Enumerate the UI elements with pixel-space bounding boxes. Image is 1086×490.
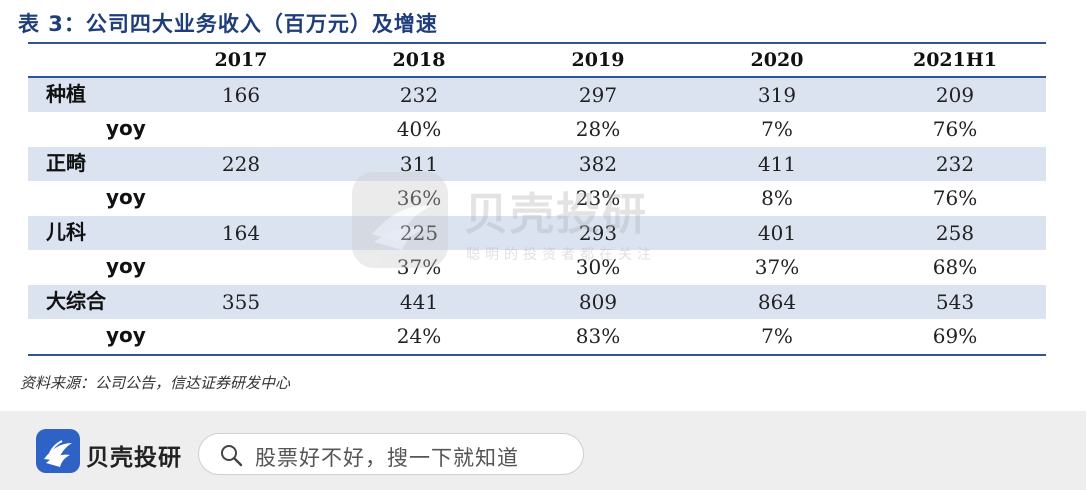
table-cell: 24% — [396, 324, 442, 348]
column-header: 2018 — [392, 49, 446, 71]
table-cell: 864 — [757, 290, 797, 314]
table-cell: 355 — [221, 290, 261, 314]
column-header: 2020 — [750, 49, 804, 71]
table-cell: 7% — [761, 324, 793, 348]
table-cell — [181, 181, 301, 215]
row-label: yoy — [106, 185, 146, 209]
table-cell: 228 — [221, 152, 261, 176]
source-note: 资料来源：公司公告，信达证券研发中心 — [20, 374, 291, 392]
table-row: yoy 24% 83% 7% 69% — [28, 319, 1046, 353]
search-icon — [221, 445, 243, 467]
table-cell: 232 — [935, 152, 975, 176]
table-row: yoy 40% 28% 7% 76% — [28, 112, 1046, 146]
row-label: yoy — [106, 116, 146, 140]
brand-logo-icon[interactable] — [36, 429, 80, 473]
table-row: 正畸 228 311 382 411 232 — [28, 147, 1046, 181]
table-cell: 543 — [935, 290, 975, 314]
table-cell: 69% — [932, 324, 978, 348]
table-cell: 258 — [935, 221, 975, 245]
table-cell: 23% — [575, 186, 621, 210]
table-cell: 232 — [399, 83, 439, 107]
table-cell — [181, 319, 301, 353]
table-cell: 8% — [761, 186, 793, 210]
row-label: yoy — [106, 254, 146, 278]
table-cell: 68% — [932, 255, 978, 279]
table-cell: 319 — [757, 83, 797, 107]
table-cell: 382 — [578, 152, 618, 176]
row-label: yoy — [106, 323, 146, 347]
table-cell: 209 — [935, 83, 975, 107]
row-label: 种植 — [46, 82, 86, 106]
table-cell: 166 — [221, 83, 261, 107]
row-label: 正畸 — [46, 151, 86, 175]
table-cell: 40% — [396, 117, 442, 141]
search-input[interactable]: 股票好不好，搜一下就知道 — [198, 433, 584, 475]
row-label: 大综合 — [46, 289, 106, 313]
footer-brand[interactable]: 贝壳投研 — [86, 445, 182, 471]
table-row: yoy 36% 23% 8% 76% — [28, 181, 1046, 215]
table-cell: 441 — [399, 290, 439, 314]
table-header-rule — [28, 76, 1046, 78]
table-cell: 809 — [578, 290, 618, 314]
table-cell: 297 — [578, 83, 618, 107]
table-cell: 76% — [932, 117, 978, 141]
table-row: 大综合 355 441 809 864 543 — [28, 285, 1046, 319]
table-cell: 401 — [757, 221, 797, 245]
table-bottom-rule — [28, 354, 1046, 356]
column-header: 2019 — [571, 49, 625, 71]
search-placeholder: 股票好不好，搜一下就知道 — [255, 446, 519, 470]
table-cell: 225 — [399, 221, 439, 245]
table-cell: 7% — [761, 117, 793, 141]
table-cell: 164 — [221, 221, 261, 245]
column-header: 2017 — [214, 49, 268, 71]
table-cell: 37% — [396, 255, 442, 279]
table-cell: 83% — [575, 324, 621, 348]
table-top-rule — [28, 42, 1046, 44]
table-cell: 76% — [932, 186, 978, 210]
row-label: 儿科 — [46, 220, 86, 244]
table-cell: 30% — [575, 255, 621, 279]
table-cell: 293 — [578, 221, 618, 245]
table-cell: 37% — [754, 255, 800, 279]
table-cell: 36% — [396, 186, 442, 210]
column-header: 2021H1 — [912, 49, 998, 71]
table-title: 表 3：公司四大业务收入（百万元）及增速 — [18, 12, 438, 36]
table-cell: 28% — [575, 117, 621, 141]
table-cell — [181, 250, 301, 284]
table-row: 种植 166 232 297 319 209 — [28, 78, 1046, 112]
table-row: yoy 37% 30% 37% 68% — [28, 250, 1046, 284]
table-row: 儿科 164 225 293 401 258 — [28, 216, 1046, 250]
table-cell — [181, 112, 301, 146]
table-cell: 411 — [757, 152, 797, 176]
table-cell: 311 — [399, 152, 439, 176]
